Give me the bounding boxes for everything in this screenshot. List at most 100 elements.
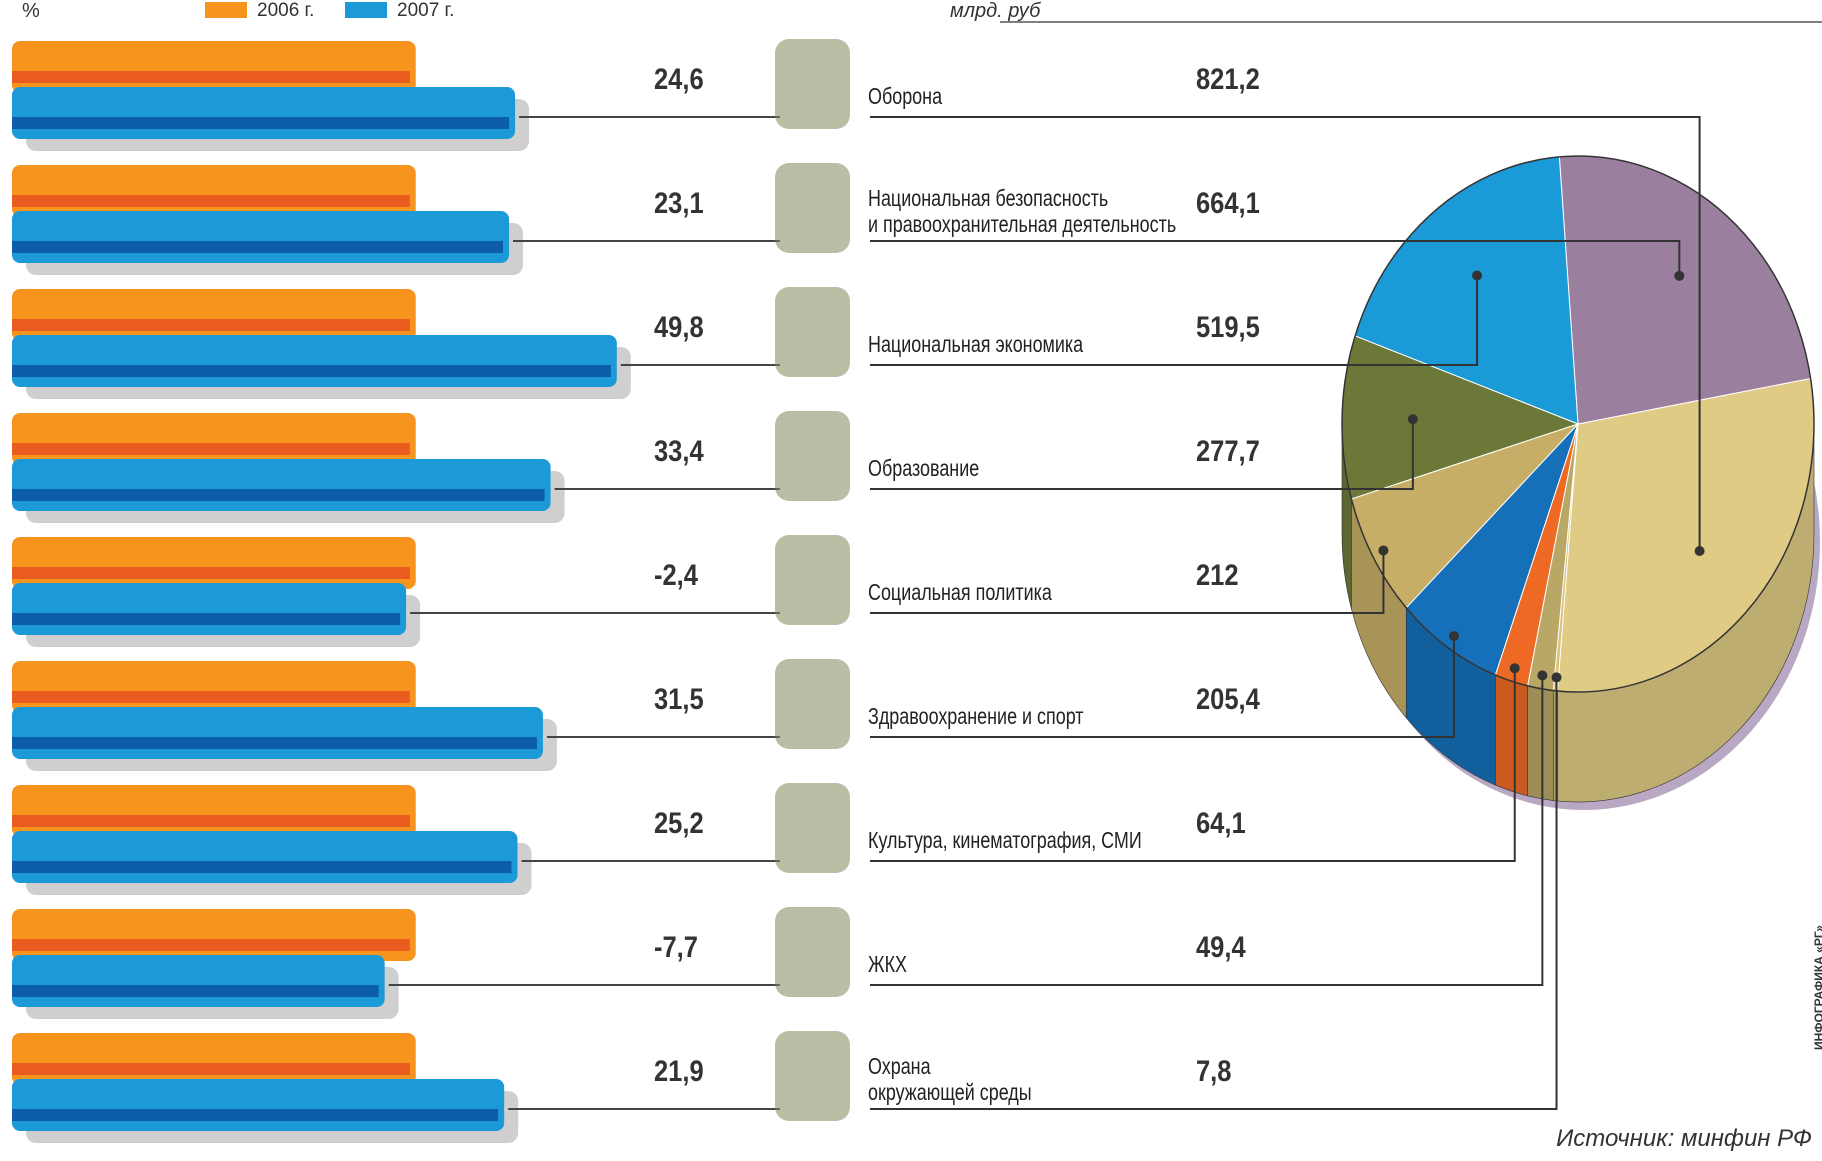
bar-2006 [12, 41, 416, 93]
leader-dot [1509, 663, 1520, 674]
leader-dot [1448, 631, 1459, 642]
bar [12, 87, 516, 139]
bar-2006 [12, 289, 416, 341]
bar-2006-stripe [12, 71, 410, 83]
bar-2006-stripe [12, 815, 410, 827]
change-label: -2,4 [654, 559, 698, 592]
bar-2006 [12, 909, 416, 961]
leader-dot [1472, 270, 1483, 281]
leader-dot [1674, 270, 1685, 281]
change-label: 23,1 [654, 187, 704, 220]
amount-label: 664,1 [1196, 187, 1260, 220]
change-label: -7,7 [654, 931, 698, 964]
change-label: 24,6 [654, 63, 704, 96]
change-label: 33,4 [654, 435, 704, 468]
bar-2006-stripe [12, 939, 410, 951]
bar-2006 [12, 413, 416, 465]
bar-stripe [12, 489, 545, 501]
bar-2006 [12, 537, 416, 589]
icon [775, 411, 850, 501]
bar-2006-stripe [12, 691, 410, 703]
bar-2006-stripe [12, 195, 410, 207]
leader [870, 419, 1414, 490]
bar [12, 459, 551, 511]
category-label: Культура, кинематография, СМИ [868, 827, 1142, 853]
legend-label: 2007 г. [397, 0, 454, 21]
icon [775, 907, 850, 997]
category-label: Образование [868, 455, 980, 481]
bar-stripe [12, 1109, 499, 1121]
bar [12, 335, 617, 387]
bar-2006 [12, 661, 416, 713]
leader [870, 275, 1479, 366]
category-label: ЖКХ [868, 951, 907, 977]
change-label: 25,2 [654, 807, 704, 840]
legend-label: 2006 г. [257, 0, 314, 21]
icon [775, 535, 850, 625]
bar-2006-stripe [12, 567, 410, 579]
bar-2006-stripe [12, 1063, 410, 1075]
bar-2006 [12, 785, 416, 837]
bar-2006 [12, 1033, 416, 1085]
bar-stripe [12, 613, 401, 625]
bar-stripe [12, 985, 379, 997]
category-label: Национальная безопасность и правоохранит… [868, 185, 1177, 237]
icon [775, 1031, 850, 1121]
amount-label: 7,8 [1196, 1055, 1232, 1088]
category-label: Национальная экономика [868, 331, 1084, 357]
bar [12, 1079, 505, 1131]
icon [775, 287, 850, 377]
leader-dot [1407, 414, 1418, 425]
bar-stripe [12, 241, 504, 253]
legend-swatch [345, 2, 387, 18]
bar [12, 831, 518, 883]
amount-label: 64,1 [1196, 807, 1246, 840]
leader [870, 240, 1681, 276]
pie-side [1495, 674, 1529, 797]
icon [775, 39, 850, 129]
source: Источник: минфин РФ [1556, 1125, 1812, 1152]
change-label: 49,8 [654, 311, 704, 344]
leader-dot [1537, 670, 1548, 681]
amount-label: 49,4 [1196, 931, 1246, 964]
bar-2006-stripe [12, 319, 410, 331]
leader-dot [1694, 545, 1705, 556]
category-label: Оборона [868, 83, 943, 109]
bar-2006-stripe [12, 443, 410, 455]
category-label: Социальная политика [868, 579, 1052, 605]
change-label: 21,9 [654, 1055, 704, 1088]
bar-stripe [12, 861, 512, 873]
bar [12, 583, 407, 635]
amount-label: 212 [1196, 559, 1239, 592]
bar [12, 955, 385, 1007]
credit: ИНФОГРАФИКА «РГ» [1812, 925, 1822, 1050]
bar [12, 211, 510, 263]
amount-label: 821,2 [1196, 63, 1260, 96]
bar-stripe [12, 117, 510, 129]
pie-side [1527, 685, 1554, 801]
category-label: Охрана окружающей среды [868, 1053, 1032, 1105]
leader [870, 668, 1516, 862]
category-label: Здравоохранение и спорт [868, 703, 1084, 729]
bar [12, 707, 543, 759]
bar-2006 [12, 165, 416, 217]
icon [775, 659, 850, 749]
icon [775, 163, 850, 253]
leader [870, 550, 1385, 614]
leader-dot [1551, 672, 1562, 683]
pie-rim [1341, 155, 1815, 693]
legend-swatch [205, 2, 247, 18]
leader [870, 116, 1701, 551]
leader-dot [1378, 545, 1389, 556]
leader [870, 677, 1558, 1110]
axis-label: % [22, 0, 40, 22]
change-label: 31,5 [654, 683, 704, 716]
pie-slice [1558, 155, 1812, 425]
bar-stripe [12, 737, 537, 749]
pie-label: млрд. руб [950, 0, 1041, 22]
amount-label: 519,5 [1196, 311, 1260, 344]
bar-stripe [12, 365, 611, 377]
leader [870, 636, 1455, 738]
